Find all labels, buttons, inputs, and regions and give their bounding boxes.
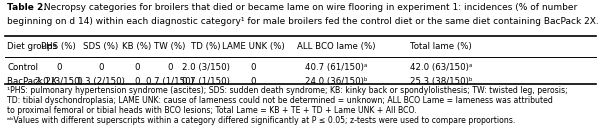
Text: TW (%): TW (%) — [154, 42, 185, 51]
Text: TD: tibial dyschondroplasia; LAME UNK: cause of lameness could not be determined: TD: tibial dyschondroplasia; LAME UNK: c… — [7, 96, 553, 105]
Text: BacPack 2X: BacPack 2X — [7, 77, 57, 86]
Text: 0: 0 — [56, 63, 62, 72]
Text: 0: 0 — [134, 63, 140, 72]
Text: beginning on d 14) within each diagnostic category¹ for male broilers fed the co: beginning on d 14) within each diagnosti… — [7, 16, 599, 25]
Text: LAME UNK (%): LAME UNK (%) — [222, 42, 284, 51]
Text: KB (%): KB (%) — [122, 42, 151, 51]
Text: SDS (%): SDS (%) — [83, 42, 118, 51]
Text: Necropsy categories for broilers that died or became lame on wire flooring in ex: Necropsy categories for broilers that di… — [41, 3, 577, 12]
Text: 0.7 (1/150): 0.7 (1/150) — [182, 77, 230, 86]
Text: 2.0 (3/150): 2.0 (3/150) — [182, 63, 230, 72]
Text: 0: 0 — [98, 63, 104, 72]
Text: 24.0 (36/150)ᵇ: 24.0 (36/150)ᵇ — [305, 77, 367, 86]
Text: Total lame (%): Total lame (%) — [410, 42, 472, 51]
Text: 0: 0 — [134, 77, 140, 86]
Text: TD (%): TD (%) — [191, 42, 221, 51]
Text: 40.7 (61/150)ᵃ: 40.7 (61/150)ᵃ — [305, 63, 367, 72]
Text: 0.7 (1/150): 0.7 (1/150) — [146, 77, 194, 86]
Text: Control: Control — [7, 63, 38, 72]
Text: 0: 0 — [250, 77, 256, 86]
Text: Table 2.: Table 2. — [7, 3, 47, 12]
Text: ᵃᵇValues with different superscripts within a category differed significantly at: ᵃᵇValues with different superscripts wit… — [7, 116, 515, 125]
Text: Diet groups: Diet groups — [7, 42, 57, 51]
Text: 42.0 (63/150)ᵃ: 42.0 (63/150)ᵃ — [410, 63, 472, 72]
Text: 2.0 (3/150): 2.0 (3/150) — [35, 77, 83, 86]
Text: 25.3 (38/150)ᵇ: 25.3 (38/150)ᵇ — [410, 77, 472, 86]
Text: 1.3 (2/150): 1.3 (2/150) — [77, 77, 125, 86]
Text: ALL BCO lame (%): ALL BCO lame (%) — [297, 42, 375, 51]
Text: 0: 0 — [250, 63, 256, 72]
Text: to proximal femoral or tibial heads with BCO lesions; Total Lame = KB + TE + TD : to proximal femoral or tibial heads with… — [7, 106, 417, 115]
Text: 0: 0 — [167, 63, 173, 72]
Text: ¹PHS: pulmonary hypertension syndrome (ascites); SDS: sudden death syndrome; KB:: ¹PHS: pulmonary hypertension syndrome (a… — [7, 86, 568, 95]
Text: PHS (%): PHS (%) — [41, 42, 76, 51]
